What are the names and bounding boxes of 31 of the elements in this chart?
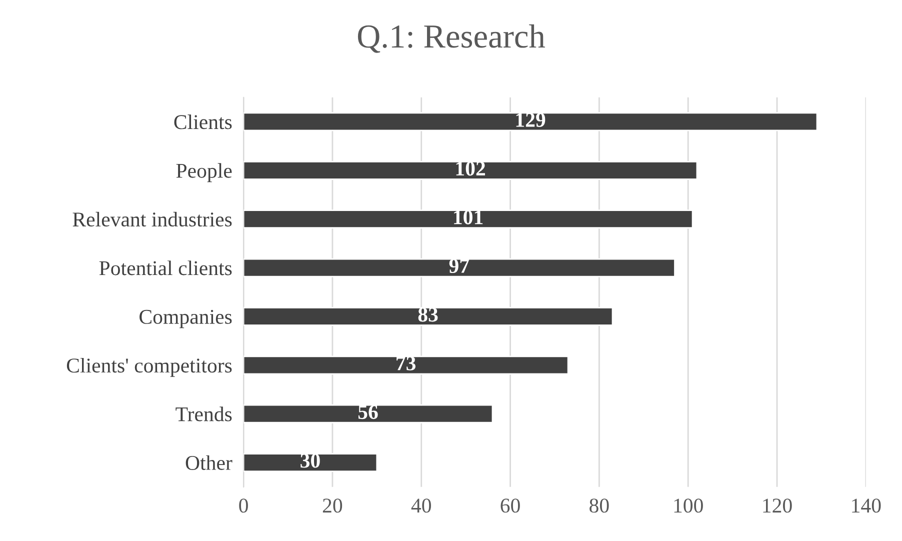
data-label: 101 <box>454 210 483 224</box>
bar <box>244 210 694 229</box>
y-tick-label: Companies <box>140 310 232 328</box>
x-tick-label: 100 <box>674 498 703 513</box>
bar <box>244 160 698 180</box>
y-tick-label: Trends <box>176 406 232 422</box>
x-tick-label: 40 <box>411 498 431 513</box>
x-tick-label: 140 <box>852 498 881 513</box>
data-label: 102 <box>456 162 485 176</box>
bar <box>244 112 818 132</box>
x-tick-label: 80 <box>590 498 609 513</box>
bar <box>244 404 494 424</box>
y-tick-label: Other <box>186 455 232 470</box>
bar <box>244 453 378 472</box>
x-tick-label: 20 <box>322 498 342 513</box>
chart-title: Q.1: Research <box>358 24 545 53</box>
y-tick-label: Clients' competitors <box>66 358 232 377</box>
data-label: 83 <box>418 308 438 322</box>
y-tick-label: Clients <box>174 114 232 130</box>
bar <box>244 258 676 278</box>
y-tick-label: People <box>176 163 232 182</box>
x-tick-label: 60 <box>500 498 520 513</box>
y-tick-label: Relevant industries <box>72 212 232 227</box>
x-tick-label: 120 <box>763 498 792 513</box>
bar <box>244 307 614 326</box>
y-tick-label: Potential clients <box>99 260 232 276</box>
bar <box>244 356 569 375</box>
data-label: 56 <box>358 405 378 420</box>
data-label: 129 <box>516 112 546 127</box>
data-label: 30 <box>300 454 320 468</box>
x-tick-label: 0 <box>239 498 248 513</box>
